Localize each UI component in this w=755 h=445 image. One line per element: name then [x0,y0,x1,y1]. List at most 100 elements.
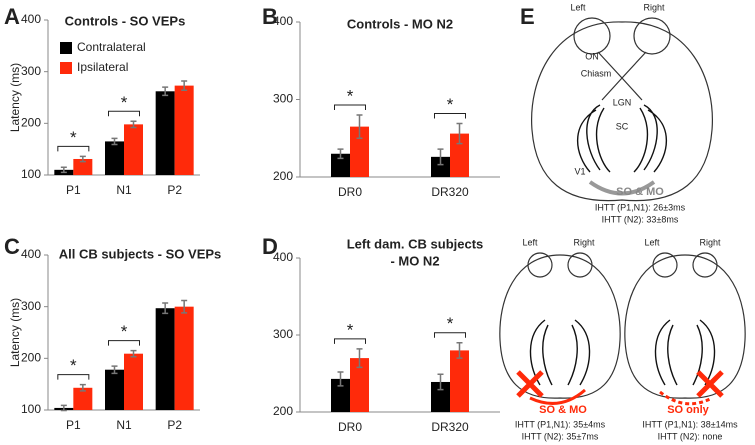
error-bar [337,148,344,160]
bar [124,124,143,175]
optic-radiation [576,104,668,173]
legend-swatch [60,62,72,74]
arrow-label: SO & MO [539,404,587,416]
lesion-mark [696,370,724,398]
optic-radiation [529,319,591,386]
significance-star: * [447,95,454,114]
error-bar [162,302,169,315]
y-tick-label: 200 [273,169,293,183]
arrow [588,180,656,196]
arrow [529,388,586,405]
label: Right [573,237,595,247]
brain-outline [499,254,621,399]
chart-title: Controls - SO VEPs [65,13,186,28]
error-bar [79,383,86,392]
error-bar [437,373,444,391]
brain-outline [531,21,713,202]
significance-bracket [108,110,140,117]
chart-title: Left dam. CB subjects [347,236,484,251]
optic-nerve [597,51,647,101]
x-tick-label: DR0 [338,420,362,434]
y-tick-label: 100 [21,167,41,181]
ihtt: IHTT (N2): 35±7ms [522,431,599,441]
panel-label: D [262,234,278,259]
significance-star: * [121,93,128,112]
eye [692,252,718,278]
error-bar [162,86,169,97]
significance-star: * [70,128,77,147]
ihtt: IHTT (P1,N1): 35±4ms [515,419,606,429]
eye [527,252,553,278]
x-tick-label: DR320 [431,420,469,434]
bar [155,308,175,410]
y-tick-label: 300 [273,327,293,341]
significance-bracket [334,338,366,344]
label: Left [644,237,660,247]
brain-outline [624,254,746,399]
ihtt: IHTT (P1,N1): 38±14ms [642,419,738,429]
error-bar [456,341,463,359]
bar [105,369,124,410]
bar [331,378,350,412]
label: Left [522,237,538,247]
panel-label: A [4,4,20,29]
arrow-label: SO only [667,404,709,416]
error-bar [111,137,118,146]
bar [174,85,194,175]
x-tick-label: DR0 [338,185,362,199]
significance-star: * [121,322,128,341]
ihtt: IHTT (N2): none [658,431,723,441]
error-bar [356,348,363,369]
significance-bracket [108,340,140,346]
bar [174,306,194,410]
eye [633,17,671,55]
arrow [659,390,713,406]
x-tick-label: P1 [66,183,81,197]
eye [567,252,593,278]
error-bar [60,404,67,412]
legend-label: Ipsilateral [77,60,128,74]
error-bar [111,365,118,375]
bar [73,387,93,410]
y-tick-label: 200 [21,116,41,130]
label: V1 [574,166,585,176]
ihtt: IHTT (N2): 33±8ms [602,214,679,224]
bar [124,353,143,410]
error-bar [60,166,67,174]
arrow-label: SO & MO [616,186,664,198]
label: SC [616,121,629,131]
bar [73,158,93,175]
significance-bracket [434,332,466,338]
y-tick-label: 300 [273,92,293,106]
bar [331,153,350,177]
significance-star: * [347,86,354,105]
panel-label: E [520,4,535,29]
legend-label: Contralateral [77,40,146,54]
x-tick-label: N1 [116,418,132,432]
label: Chiasm [581,68,612,78]
y-tick-label: 300 [21,64,41,78]
error-bar [337,371,344,387]
bar [350,358,369,412]
significance-bracket [57,374,90,380]
y-tick-label: 300 [21,299,41,313]
ihtt: IHTT (P1,N1): 26±3ms [595,202,686,212]
chart-title: - MO N2 [390,253,439,268]
label: ON [585,51,599,61]
label: Right [699,237,721,247]
y-tick-label: 200 [21,351,41,365]
error-bar [356,114,363,139]
label: Right [643,2,665,12]
y-axis-label: Latency (ms) [8,298,22,367]
x-tick-label: P1 [66,418,81,432]
significance-bracket [334,104,366,110]
label: Left [570,2,586,12]
lesion-mark [516,370,544,398]
label: LGN [613,97,632,107]
significance-star: * [447,314,454,333]
bar [431,381,450,412]
error-bar [130,120,137,129]
x-tick-label: N1 [116,183,132,197]
bar [155,91,175,175]
